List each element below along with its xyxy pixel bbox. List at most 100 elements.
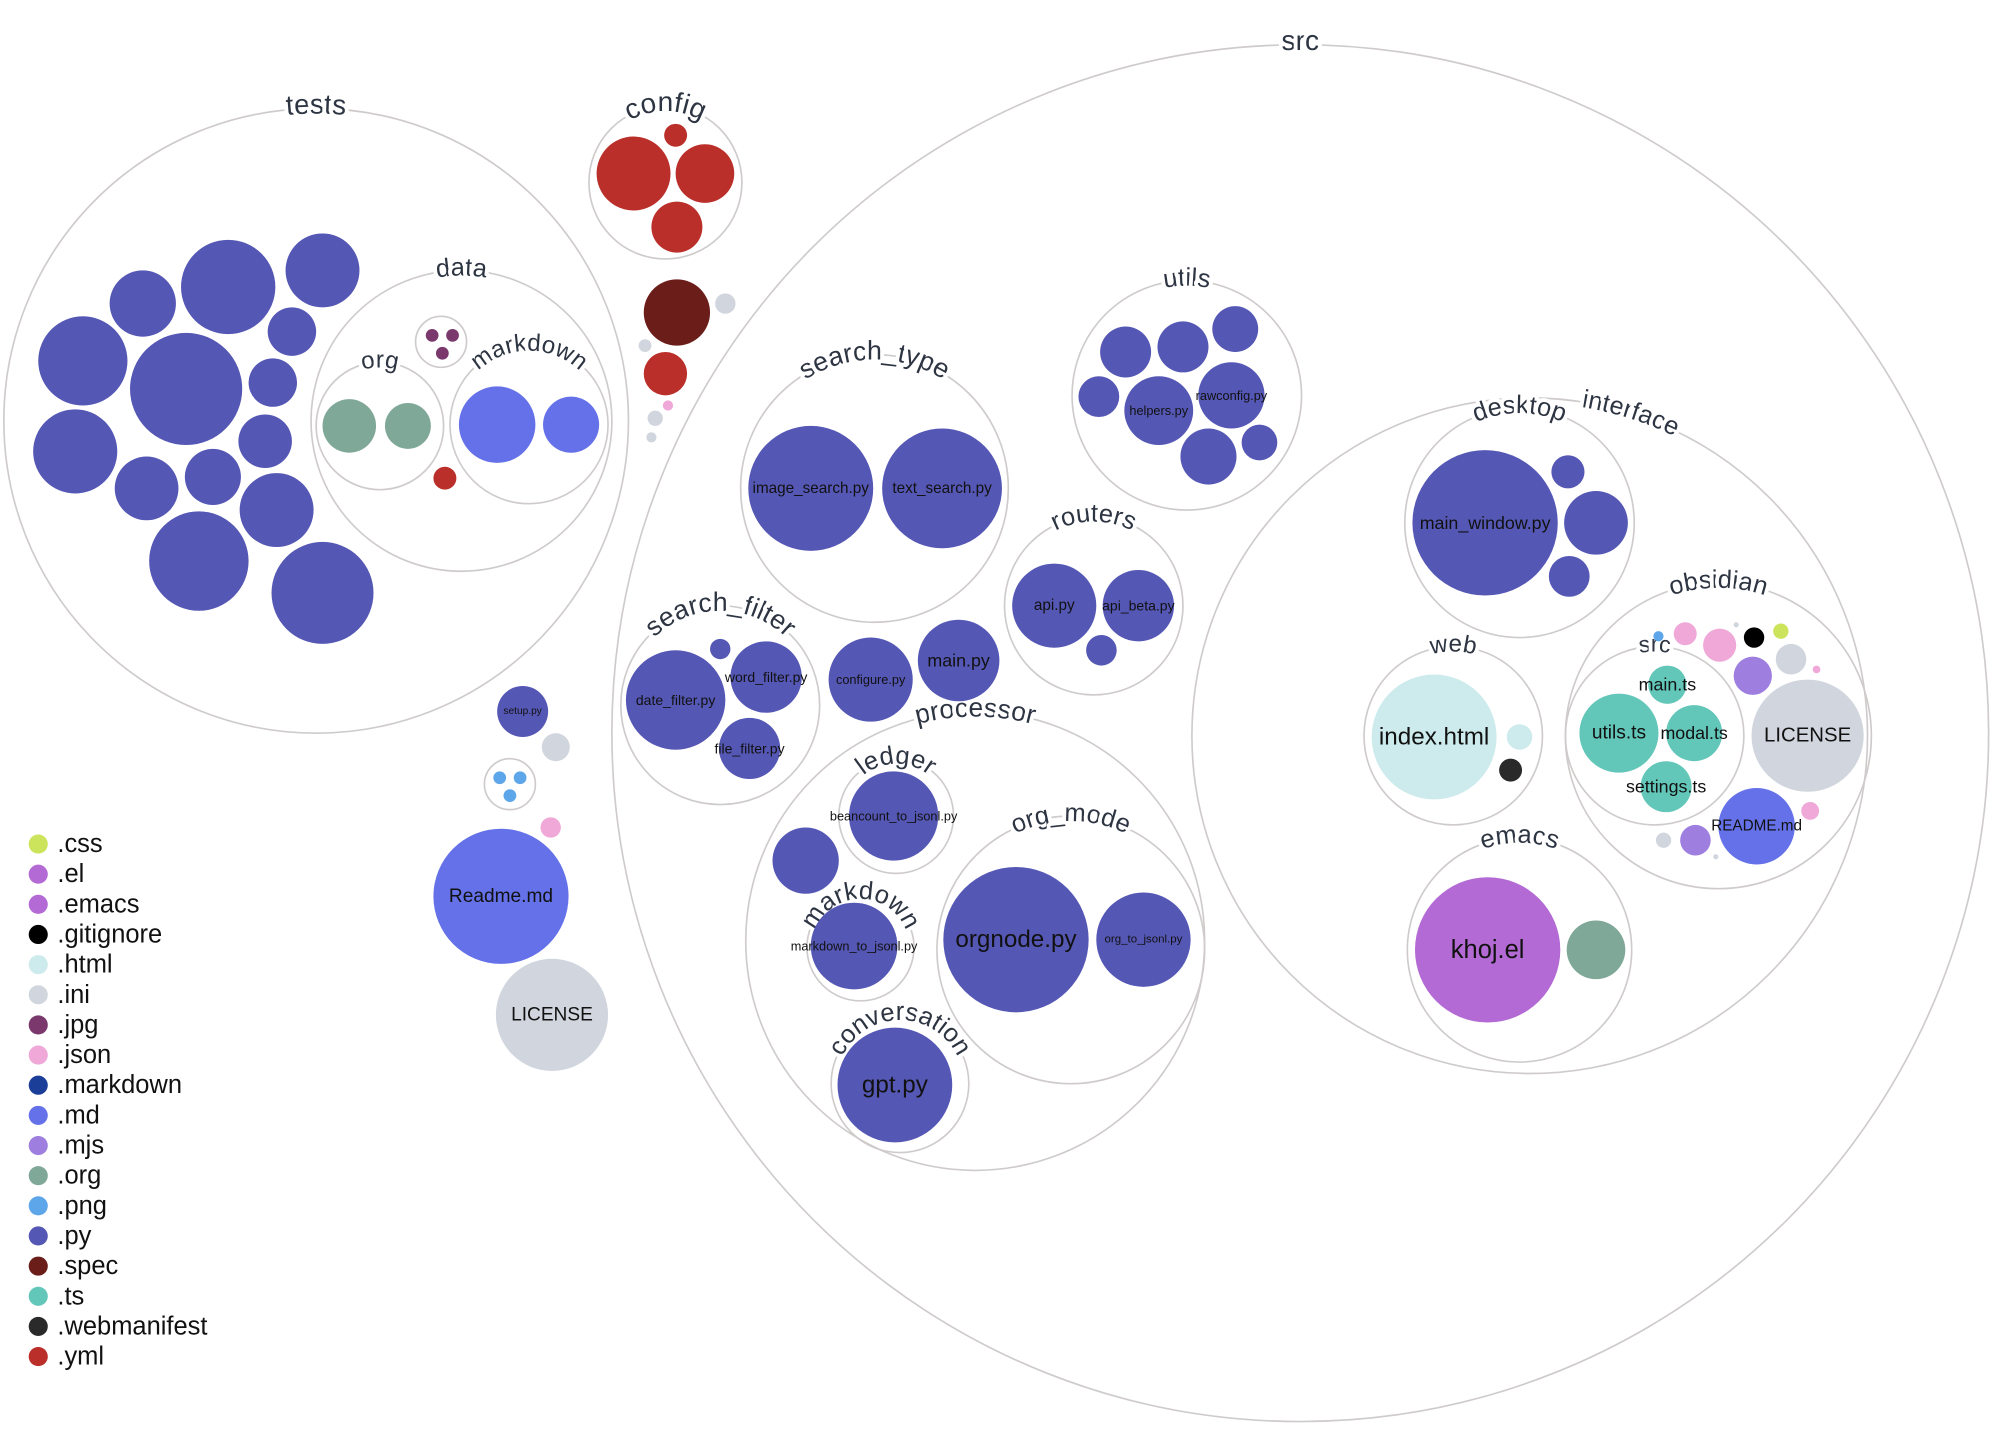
file-circle-ini[interactable] [715,293,736,314]
file-LICENSE[interactable]: LICENSE [1751,679,1864,792]
file-circle-py[interactable] [1241,424,1278,461]
file-circle-json[interactable] [1703,628,1737,662]
file-circle-py[interactable] [1100,326,1152,378]
file-circle-py[interactable] [1012,563,1097,648]
file-gitignore[interactable] [1743,627,1765,648]
file-css[interactable] [1773,623,1789,639]
file-circle-py[interactable] [710,638,731,660]
file-py[interactable] [1078,376,1120,418]
file-circle-ini[interactable] [1751,679,1864,792]
file-png[interactable] [513,771,527,785]
file-html[interactable] [1506,724,1533,750]
file-markdown_to_jsonl.py[interactable]: markdown_to_jsonl.py [791,902,918,990]
file-ini[interactable] [647,410,663,426]
file-org_to_jsonl.py[interactable]: org_to_jsonl.py [1096,892,1191,987]
file-circle-mjs[interactable] [1680,824,1711,856]
file-json[interactable] [1673,622,1697,646]
file-ini[interactable] [1713,854,1719,860]
file-circle-ts[interactable] [1579,693,1659,773]
file-configure.py[interactable]: configure.py [828,637,913,722]
file-json[interactable] [1801,801,1820,820]
folder-unnamed[interactable] [414,315,468,369]
file-circle-json[interactable] [540,817,561,838]
folder-circle[interactable] [1403,407,1636,639]
file-spec[interactable] [643,279,711,346]
file-file_filter.py[interactable]: file_filter.py [714,717,785,780]
file-py[interactable] [181,239,276,335]
file-py[interactable] [285,233,360,308]
file-circle-json[interactable] [1673,622,1697,646]
file-circle-html[interactable] [1506,724,1533,750]
file-setup.py[interactable]: setup.py [497,685,549,737]
file-ini[interactable] [1733,622,1739,628]
file-yml[interactable] [675,144,735,203]
file-ini[interactable] [646,432,657,443]
file-png[interactable] [1653,631,1664,642]
file-circle-png[interactable] [513,771,527,785]
file-circle-py[interactable] [271,541,374,644]
file-circle-ini[interactable] [541,733,570,762]
file-circle-ts[interactable] [1648,665,1687,704]
folder-utils[interactable]: utils [1071,260,1303,511]
file-word_filter.py[interactable]: word_filter.py [724,641,808,713]
folder-web[interactable]: web [1363,627,1544,826]
file-circle-gitignore[interactable] [1743,627,1765,648]
file-circle-py[interactable] [109,270,176,337]
file-json[interactable] [1812,665,1821,674]
file-org[interactable] [322,399,377,453]
file-circle-py[interactable] [882,428,1002,549]
file-py[interactable] [1241,424,1278,461]
file-circle-md[interactable] [543,396,600,453]
file-py[interactable] [114,456,179,521]
file-jpg[interactable] [435,346,449,360]
file-circle-py[interactable] [828,637,913,722]
file-py[interactable] [1551,455,1585,489]
file-py[interactable] [130,332,243,446]
folder-circle[interactable] [315,361,445,491]
file-circle-py[interactable] [837,1027,953,1143]
file-circle-html[interactable] [1371,674,1497,800]
file-py[interactable] [772,827,839,894]
file-circle-py[interactable] [1198,362,1265,429]
file-README.md[interactable]: README.md [1711,787,1802,865]
file-circle-py[interactable] [181,239,276,335]
file-circle-css[interactable] [1773,623,1789,639]
file-circle-py[interactable] [184,448,241,505]
file-circle-py[interactable] [285,233,360,308]
file-circle-org[interactable] [322,399,377,453]
file-circle-py[interactable] [1157,321,1209,373]
file-circle-py[interactable] [1564,490,1628,555]
file-yml[interactable] [643,351,688,396]
file-yml[interactable] [664,123,688,147]
file-py[interactable] [33,409,118,494]
file-api_beta.py[interactable]: api_beta.py [1102,569,1175,642]
folder-circle[interactable] [1003,515,1184,696]
file-circle-py[interactable] [1212,306,1259,352]
file-circle-py[interactable] [1102,569,1175,642]
file-py[interactable] [239,473,314,548]
file-index.html[interactable]: index.html [1371,674,1497,800]
file-py[interactable] [1157,321,1209,373]
file-md[interactable] [543,396,600,453]
file-webmanifest[interactable] [1499,758,1523,782]
folder-circle[interactable] [483,757,537,811]
file-circle-py[interactable] [772,827,839,894]
file-py[interactable] [710,638,731,660]
file-circle-ini[interactable] [638,339,652,352]
file-py[interactable] [1100,326,1152,378]
file-circle-py[interactable] [810,902,898,990]
file-ini[interactable] [715,293,736,314]
file-circle-yml[interactable] [596,136,671,211]
folder-org[interactable]: org [315,342,445,491]
file-circle-org[interactable] [384,402,431,449]
file-circle-yml[interactable] [433,466,457,490]
file-circle-md[interactable] [458,386,536,463]
file-circle-py[interactable] [917,619,1000,702]
file-ini[interactable] [638,339,652,352]
file-circle-json[interactable] [1812,665,1821,674]
file-circle-py[interactable] [248,358,298,407]
file-py[interactable] [248,358,298,407]
file-py[interactable] [1212,306,1259,352]
file-json[interactable] [540,817,561,838]
file-circle-spec[interactable] [643,279,711,346]
